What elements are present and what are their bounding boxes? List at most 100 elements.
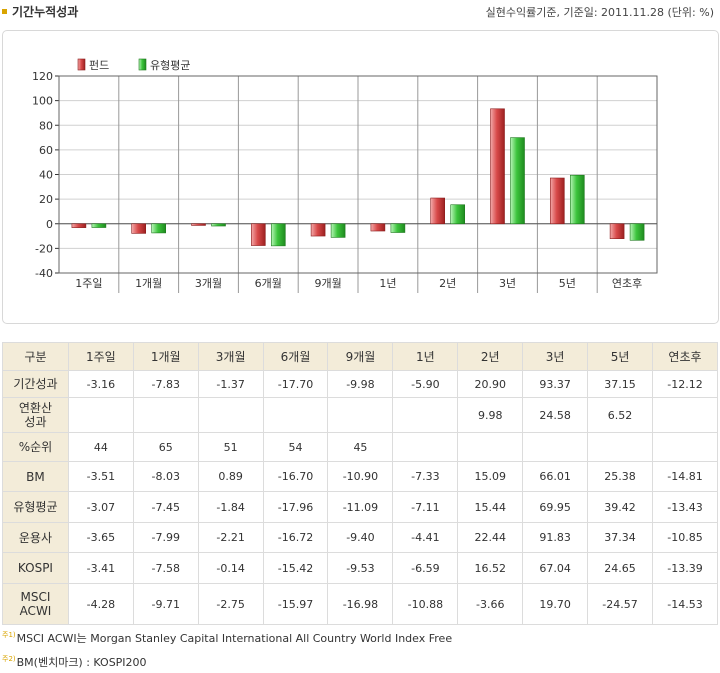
- table-cell: -7.33: [392, 461, 459, 492]
- y-tick-label: -20: [35, 242, 53, 255]
- y-tick-label: 120: [32, 70, 53, 83]
- table-cell: 65: [132, 432, 199, 462]
- table-cell: -1.84: [197, 491, 264, 523]
- column-header: 1년: [392, 342, 459, 371]
- table-cell: -16.72: [262, 522, 329, 553]
- y-tick-label: 0: [46, 218, 53, 231]
- footnote-text: BM(벤치마크) : KOSPI200: [16, 656, 147, 669]
- table-cell: -15.97: [262, 583, 329, 625]
- table-cell: -17.96: [262, 491, 329, 523]
- table-cell: -10.88: [392, 583, 459, 625]
- table-cell: -14.53: [651, 583, 719, 625]
- bar-peer: [629, 223, 645, 241]
- table-cell: 9.98: [457, 397, 524, 433]
- table-cell: 22.44: [457, 522, 524, 553]
- table-cell: -2.75: [197, 583, 264, 625]
- table-cell: -9.40: [327, 522, 394, 553]
- table-cell: -7.11: [392, 491, 459, 523]
- performance-bar-chart: 120 100 80 60 40 20 0 -20 -40 1주일 1개월 3개월 6개월 9개월 1년 2년…: [32, 58, 658, 293]
- table-cell: 66.01: [522, 461, 589, 492]
- bar-fund: [609, 223, 625, 239]
- table-cell: -9.71: [132, 583, 199, 625]
- bar-peer: [330, 223, 346, 238]
- table-cell: 44: [67, 432, 134, 462]
- column-header: 1주일: [67, 342, 134, 371]
- table-cell: -24.57: [587, 583, 653, 625]
- y-tick-label: 100: [32, 95, 53, 108]
- table-cell: -0.14: [197, 552, 264, 584]
- column-header: 3개월: [197, 342, 264, 371]
- y-tick-label: 40: [39, 169, 53, 182]
- table-cell: 37.34: [587, 522, 653, 553]
- column-header: 5년: [587, 342, 653, 371]
- column-header: 9개월: [327, 342, 394, 371]
- table-cell: 91.83: [522, 522, 589, 553]
- table-cell: -13.43: [651, 491, 719, 523]
- row-label: MSCI ACWI: [2, 583, 69, 625]
- row-label: 기간성과: [2, 370, 69, 398]
- table-cell: -3.66: [457, 583, 524, 625]
- table-cell: -7.58: [132, 552, 199, 584]
- x-tick-label: 1개월: [135, 277, 162, 290]
- table-cell: 93.37: [522, 370, 589, 398]
- table-cell: [651, 397, 719, 433]
- x-tick-label: 3년: [499, 277, 516, 290]
- footnote-bm: 주2)BM(벤치마크) : KOSPI200: [2, 654, 147, 670]
- bar-peer: [91, 223, 107, 228]
- table-cell: [132, 397, 199, 433]
- table-cell: [197, 397, 264, 433]
- table-cell: 15.09: [457, 461, 524, 492]
- table-cell: -7.99: [132, 522, 199, 553]
- table-cell: 0.89: [197, 461, 264, 492]
- section-title: 기간누적성과: [12, 5, 79, 19]
- table-cell: [262, 397, 329, 433]
- column-header: 구분: [2, 342, 69, 371]
- table-cell: -1.37: [197, 370, 264, 398]
- column-header: 연초후: [651, 342, 719, 371]
- table-cell: 45: [327, 432, 394, 462]
- table-cell: -16.98: [327, 583, 394, 625]
- bullet-icon: [2, 9, 7, 14]
- table-cell: [67, 397, 134, 433]
- table-cell: -3.41: [67, 552, 134, 584]
- table-cell: [457, 432, 524, 462]
- table-cell: 69.95: [522, 491, 589, 523]
- legend-label: 펀드: [89, 59, 109, 72]
- bar-peer: [510, 137, 525, 225]
- y-tick-label: -40: [35, 267, 53, 280]
- table-cell: -8.03: [132, 461, 199, 492]
- table-cell: -9.53: [327, 552, 394, 584]
- bar-fund: [549, 177, 565, 225]
- table-cell: -15.42: [262, 552, 329, 584]
- bar-fund: [71, 223, 87, 228]
- bar-fund: [370, 223, 386, 232]
- table-header-row: 구분 1주일 1개월 3개월 6개월 9개월 1년 2년 3년 5년 연초후: [2, 342, 719, 371]
- x-tick-label: 2년: [439, 277, 456, 290]
- table-row: 유형평균 -3.07 -7.45 -1.84 -17.96 -11.09 -7.11 15.4…: [2, 491, 719, 523]
- table-cell: -3.65: [67, 522, 134, 553]
- table-cell: -3.07: [67, 491, 134, 523]
- legend-swatch: [138, 58, 147, 71]
- footnote-msci: 주1)MSCI ACWI는 Morgan Stanley Capital Int…: [2, 630, 452, 646]
- bar-fund: [430, 197, 446, 225]
- table-cell: [392, 397, 459, 433]
- bar-fund: [251, 223, 266, 246]
- table-cell: 51: [197, 432, 264, 462]
- table-row: MSCI ACWI -4.28 -9.71 -2.75 -15.97 -16.98 -10.…: [2, 583, 719, 625]
- x-tick-label: 3개월: [195, 277, 222, 290]
- table-row: 기간성과 -3.16 -7.83 -1.37 -17.70 -9.98 -5.90 20.90…: [2, 370, 719, 398]
- table-cell: -10.85: [651, 522, 719, 553]
- table-cell: -5.90: [392, 370, 459, 398]
- column-header: 2년: [457, 342, 524, 371]
- table-cell: -3.51: [67, 461, 134, 492]
- table-cell: -7.45: [132, 491, 199, 523]
- table-cell: -13.39: [651, 552, 719, 584]
- x-tick-label: 1주일: [75, 276, 102, 290]
- table-row: %순위 44 65 51 54 45: [2, 432, 719, 462]
- bar-peer: [569, 174, 585, 225]
- table-cell: [651, 432, 719, 462]
- chart-panel: 120 100 80 60 40 20 0 -20 -40 1주일 1개월 3개월 6개월 9개월 1년 2년…: [2, 30, 719, 324]
- table-cell: 25.38: [587, 461, 653, 492]
- x-tick-label: 6개월: [255, 277, 282, 290]
- table-cell: 16.52: [457, 552, 524, 584]
